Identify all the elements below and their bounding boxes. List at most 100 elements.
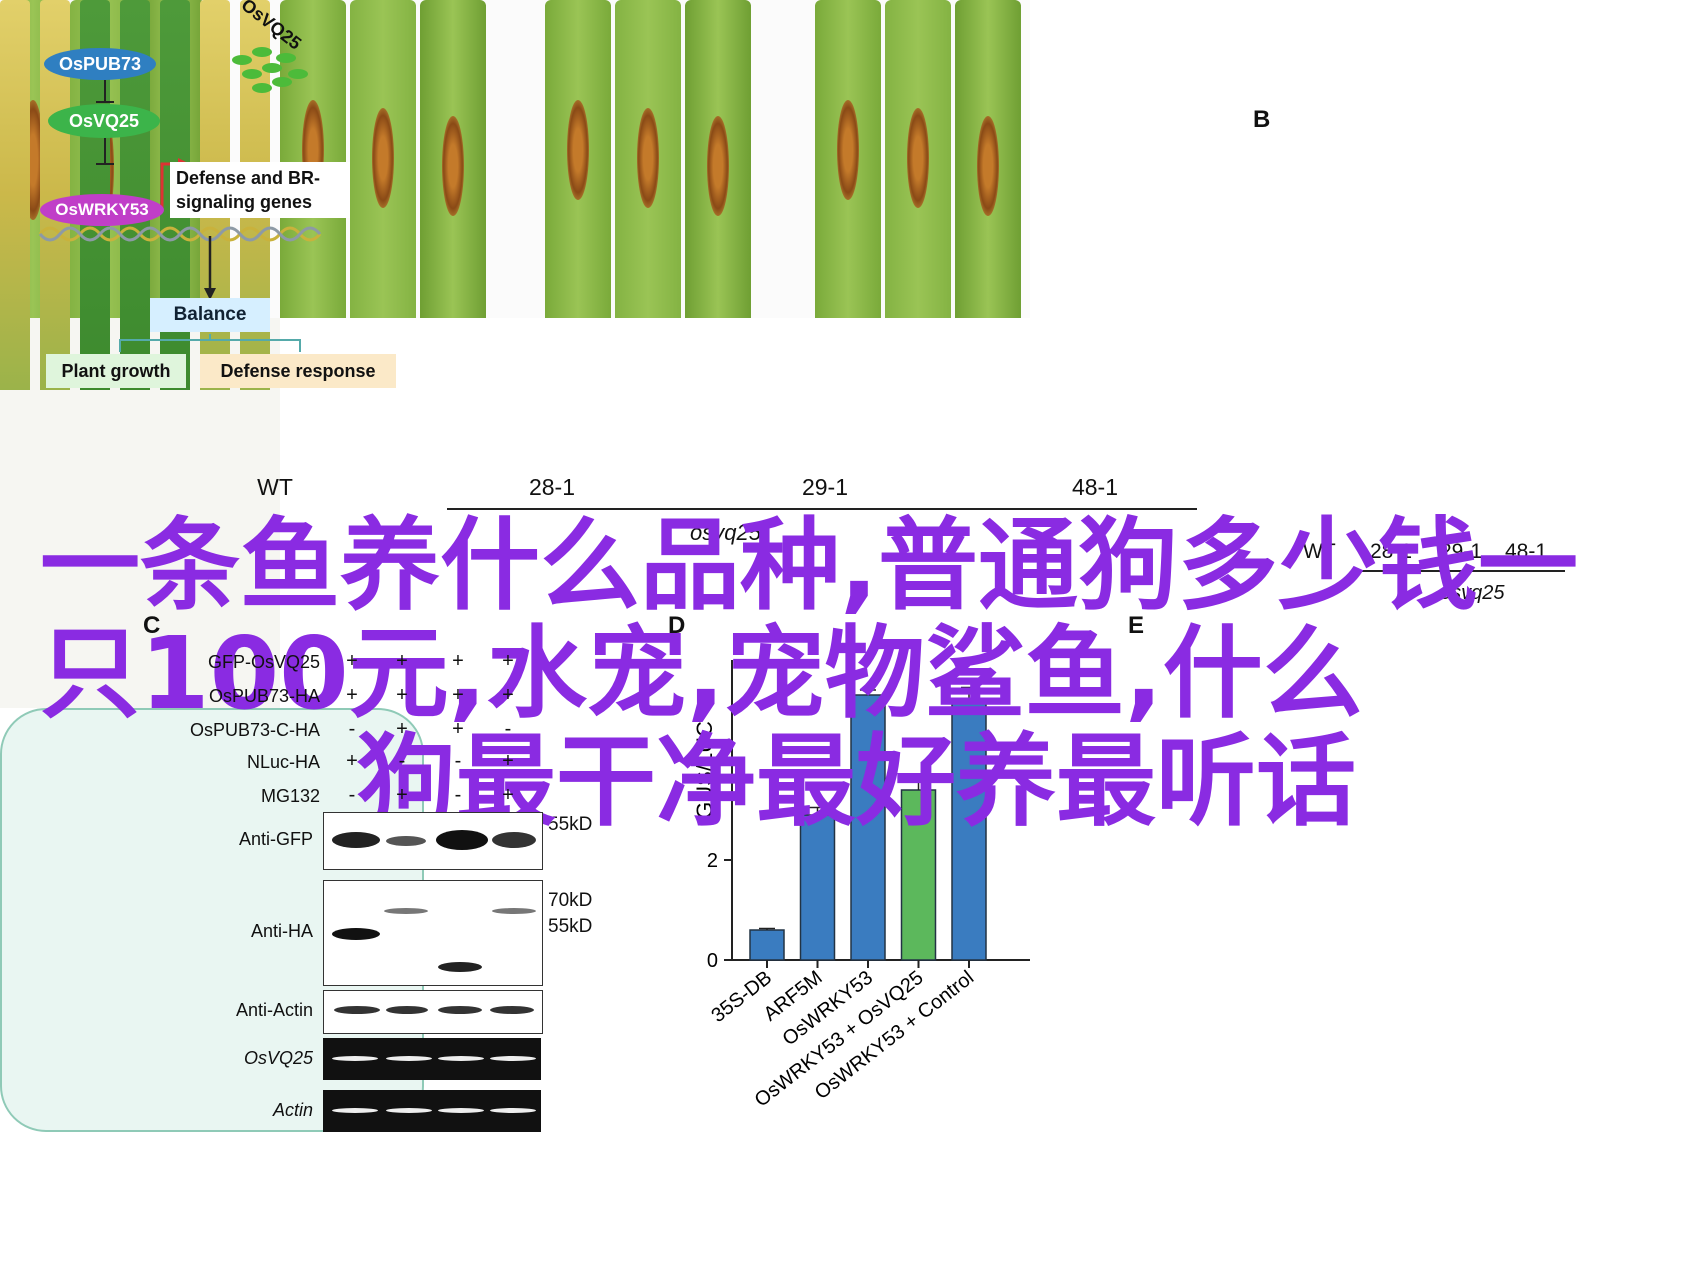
marker-gfp-55kd: 55kD	[548, 814, 593, 835]
bar	[850, 694, 886, 961]
panel-c-band	[490, 1056, 536, 1061]
overlay-title: 一条鱼养什么品种,普通狗多少钱一 只100元,水宠,宠物鲨鱼,什么 狗最干净最好…	[40, 512, 1700, 836]
overlay-title-line-1: 一条鱼养什么品种,普通狗多少钱一	[40, 507, 1578, 624]
bar	[749, 929, 785, 961]
panel-c-letter: C	[143, 612, 161, 639]
panel-c-band	[438, 1006, 482, 1014]
panel-a-leaf	[280, 0, 346, 318]
panel-c-sign: -	[454, 784, 462, 806]
y-tick-label: 2	[707, 850, 718, 872]
panel-a-lesion	[442, 116, 464, 216]
panel-c-sign: +	[396, 650, 408, 672]
bar	[799, 814, 836, 961]
panel-c-sign: -	[348, 718, 356, 740]
panel-c-band	[386, 1006, 428, 1014]
panel-a-lesion	[372, 108, 394, 208]
panel-c-band	[490, 1006, 534, 1014]
panel-c-sign: +	[346, 650, 358, 672]
y-axis-label: GUS/LUC	[692, 721, 717, 819]
marker-ha-55kd: 55kD	[548, 916, 593, 937]
panel-a-group-label: osvq25	[690, 520, 761, 545]
panel-b-group-label: osvq25	[1440, 582, 1505, 604]
y-tick-label: 0	[707, 950, 718, 972]
vq25-particles	[232, 47, 308, 93]
panel-c-band	[438, 1108, 484, 1113]
panel-e-letter: E	[1128, 612, 1145, 639]
panel-a-group-line	[447, 508, 1197, 510]
overlay-title-line-3: 狗最干净最好养最听话	[356, 723, 1356, 840]
panel-c-band	[332, 1056, 378, 1061]
panel-c-band	[386, 1056, 432, 1061]
panel-b-genotype-28-1: 28-1	[1370, 540, 1413, 563]
panel-c-band	[334, 1006, 380, 1014]
panel-c-band	[332, 1108, 378, 1113]
panel-b-genotype-48-1: 48-1	[1505, 540, 1548, 563]
panel-a-leaf	[685, 0, 751, 318]
panel-c-band	[438, 1056, 484, 1061]
panel-c-blot-label: OsVQ25	[243, 1048, 313, 1068]
panel-c-sign: +	[452, 684, 464, 706]
panel-a-lesion	[567, 100, 589, 200]
panel-c-band	[384, 908, 428, 914]
panel-a-leaf	[815, 0, 881, 318]
panel-c-sign: +	[502, 784, 514, 806]
vq25-node: OsVQ25	[48, 104, 160, 138]
panel-c-band	[436, 830, 488, 850]
panel-c-band	[438, 962, 482, 972]
panel-c-sign: +	[452, 650, 464, 672]
pub73-node: OsPUB73	[44, 48, 156, 80]
panel-b-letter: B	[1253, 106, 1271, 133]
panel-c-row-label: NLuc-HA	[246, 752, 320, 772]
balance-box: Balance	[150, 298, 270, 332]
panel-c-band	[386, 1108, 432, 1113]
panel-c-sign: -	[398, 750, 406, 772]
panel-c-blot-label: Anti-HA	[250, 921, 313, 941]
bar	[951, 699, 987, 961]
panel-c-band	[386, 836, 426, 846]
panel-c-sign: +	[502, 650, 514, 672]
defense-response-box: Defense response	[200, 354, 396, 388]
panel-d-letter: D	[668, 612, 686, 639]
panel-c-sign: +	[396, 718, 408, 740]
panel-a-lesion	[907, 108, 929, 208]
panel-c-row-label: OsPUB73-HA	[208, 686, 320, 706]
panel-a-leaf	[420, 0, 486, 318]
overlay-title-line-2: 只100元,水宠,宠物鲨鱼,什么	[40, 615, 1363, 732]
panel-b-genotype-29-1: 29-1	[1440, 540, 1483, 563]
marker-ha-70kd: 70kD	[548, 890, 593, 911]
panel-c-sign: +	[396, 784, 408, 806]
panel-c-sign: +	[502, 750, 514, 772]
panel-c-blot-label: Anti-Actin	[235, 1000, 313, 1020]
panel-c-band	[492, 908, 536, 914]
panel-c-row-label: MG132	[260, 786, 320, 806]
panel-c-sign: +	[452, 718, 464, 740]
panel-b-leaf	[0, 0, 30, 390]
panel-c-sign: +	[346, 750, 358, 772]
panel-c-sign: -	[348, 784, 356, 806]
panel-a-lesion	[977, 116, 999, 216]
panel-c-sign: +	[502, 684, 514, 706]
panel-a-leaf	[955, 0, 1021, 318]
panel-c-sign: -	[504, 718, 512, 740]
x-tick-label: 35S-DB	[707, 967, 776, 1027]
target-genes-label: Defense and BR- signaling genes	[170, 162, 350, 218]
panel-a-genotype-48-1: 48-1	[1071, 474, 1119, 500]
panel-c-band	[492, 832, 536, 848]
panel-c-blot-label: Anti-GFP	[238, 829, 313, 849]
panel-a-lesion	[707, 116, 729, 216]
panel-a-genotype-wt: WT	[257, 474, 293, 500]
plant-growth-box: Plant growth	[46, 354, 186, 388]
panel-a-leaf	[885, 0, 951, 318]
panel-c-band	[490, 1108, 536, 1113]
panel-c-row-label: OsPUB73-C-HA	[189, 720, 320, 740]
panel-c-band	[332, 928, 380, 940]
panel-c-sign: +	[346, 684, 358, 706]
panel-c-sign: +	[396, 684, 408, 706]
wrky53-node: OsWRKY53	[40, 194, 164, 226]
panel-a-lesion	[637, 108, 659, 208]
panel-a-leaf	[350, 0, 416, 318]
panel-a-genotype-28-1: 28-1	[528, 474, 576, 500]
panel-a-leaf	[545, 0, 611, 318]
panel-a-genotype-29-1: 29-1	[801, 474, 849, 500]
